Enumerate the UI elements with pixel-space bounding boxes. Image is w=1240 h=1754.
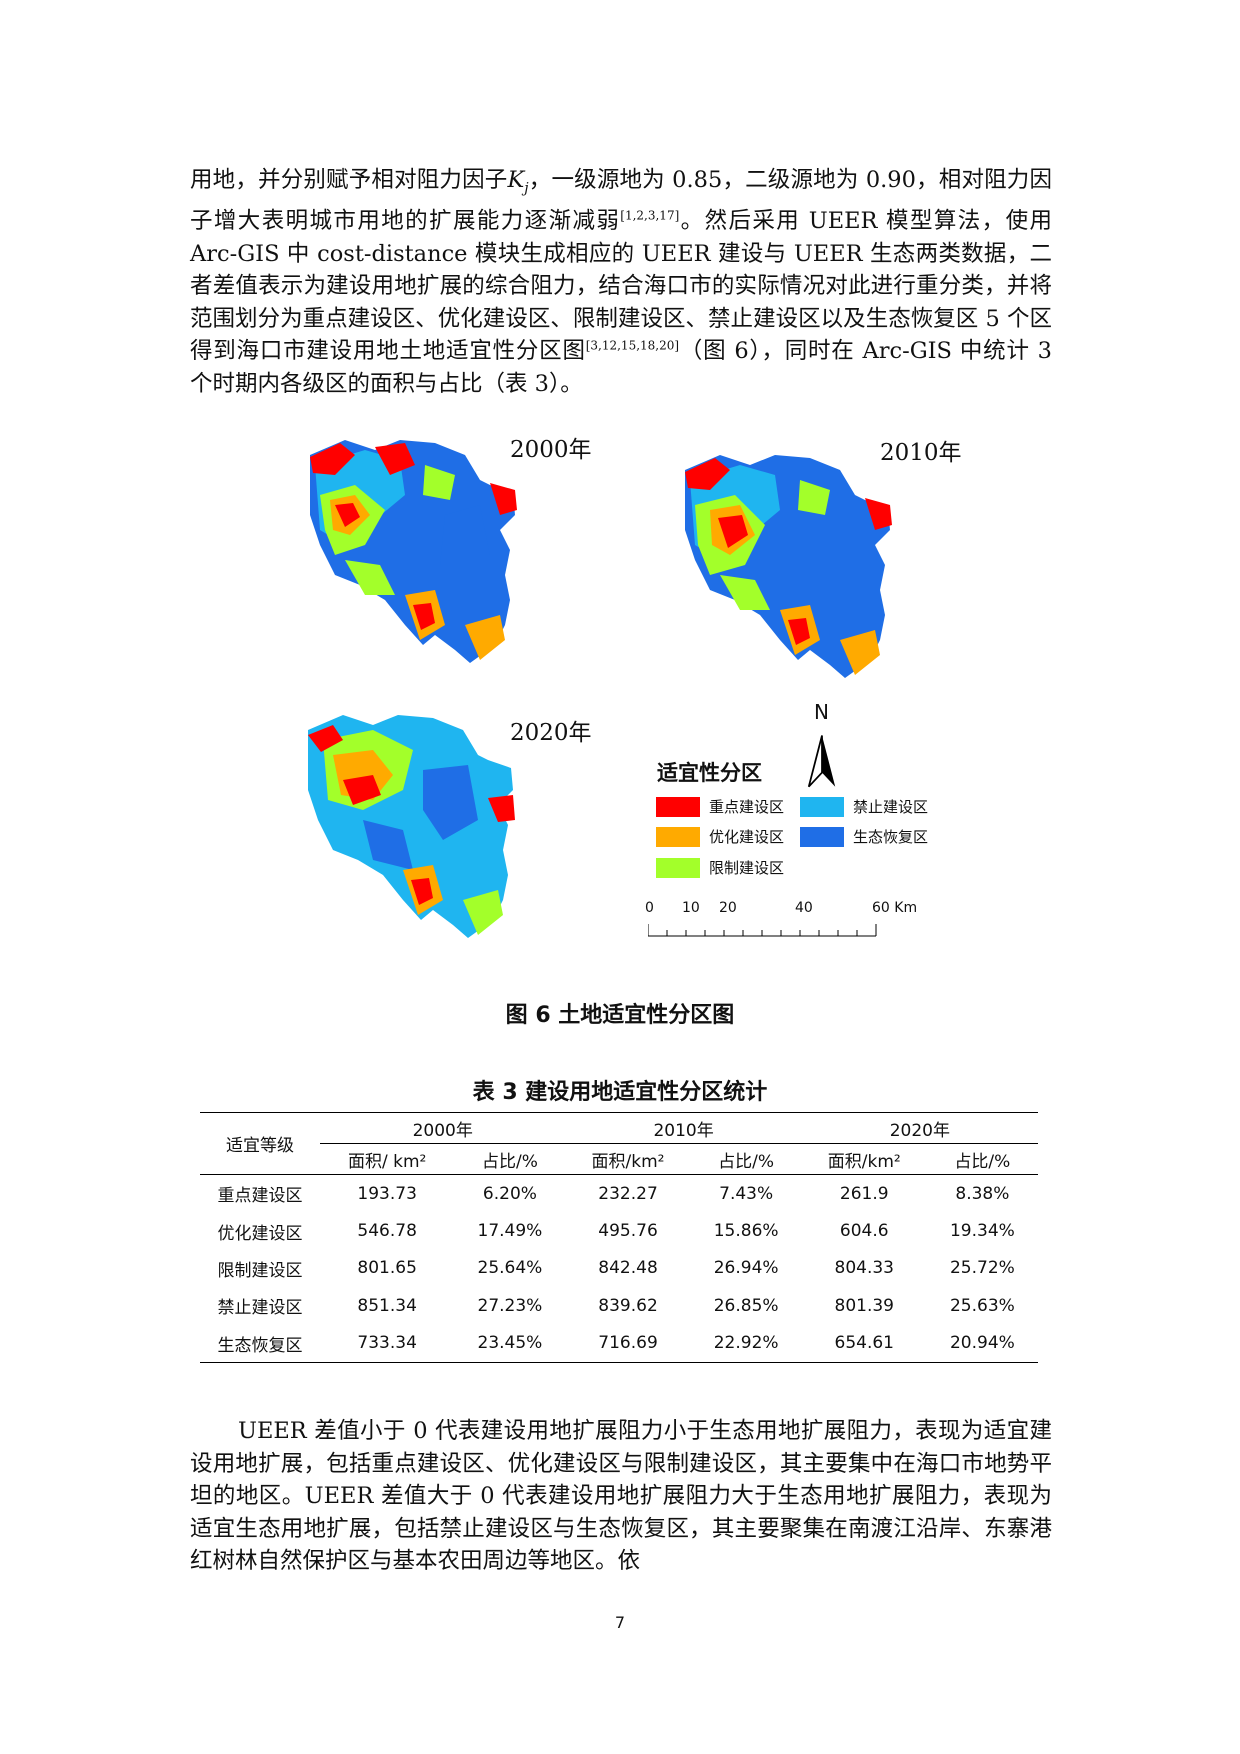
scale-tick-label: 60 Km (872, 900, 918, 916)
column-header: 面积/km² (565, 1143, 691, 1175)
zone-name: 优化建设区 (217, 1223, 303, 1244)
table-row: 优化建设区 546.78 17.49% 495.76 15.86% 604.6 … (200, 1212, 1038, 1249)
year-header-2020: 2020年 (801, 1112, 1038, 1144)
legend-label: 生态恢复区 (853, 828, 929, 846)
zone-name: 限制建设区 (217, 1260, 303, 1281)
table-cell: 26.85% (713, 1295, 779, 1316)
scale-tick-label: 10 (682, 900, 700, 916)
legend-label: 禁止建设区 (853, 798, 929, 816)
table-cell: 6.20% (482, 1183, 537, 1204)
zone-name: 重点建设区 (217, 1186, 303, 1207)
map-label-2010: 2010年 (880, 440, 962, 466)
table-caption: 表 3 建设用地适宜性分区统计 (472, 1080, 768, 1105)
k-subscript: j (524, 180, 529, 197)
scale-bar-ticks (648, 924, 877, 937)
table-cell: 22.92% (690, 1324, 802, 1363)
table-row: 禁止建设区 851.34 27.23% 839.62 26.85% 801.39… (200, 1287, 1038, 1324)
table-cell: 733.34 (320, 1324, 455, 1363)
table-cell: 716.69 (565, 1324, 691, 1363)
table-cell: 23.45% (454, 1324, 566, 1363)
column-header: 占比/% (690, 1143, 802, 1175)
table-row-header: 适宜等级 (200, 1112, 320, 1175)
table-row: 生态恢复区 733.34 23.45% 716.69 22.92% 654.61… (200, 1324, 1038, 1363)
citation-2: [3,12,15,18,20] (585, 338, 680, 353)
table-cell: 842.48 (598, 1258, 658, 1279)
column-header: 面积/km² (801, 1143, 927, 1175)
zone-name: 生态恢复区 (200, 1324, 320, 1363)
scale-bar: 0 10 20 40 60 Km (640, 900, 940, 945)
legend-title: 适宜性分区 (657, 761, 762, 785)
table-cell: 851.34 (357, 1295, 417, 1316)
paragraph-1-part-2: ，一级源地为 0.85，二级源地为 0.90，相对阻力因子增大表明城市用地的扩展… (190, 167, 1052, 235)
k-symbol: K (507, 167, 525, 193)
legend-item-prohibited-construction: 禁止建设区 (800, 796, 928, 817)
paragraph-1-part-1: 用地，并分别赋予相对阻力因子 (190, 167, 508, 193)
table-cell: 546.78 (357, 1221, 417, 1242)
table-cell: 25.72% (949, 1258, 1015, 1279)
table-row: 限制建设区 801.65 25.64% 842.48 26.94% 804.33… (200, 1250, 1038, 1287)
table-cell: 25.63% (949, 1295, 1015, 1316)
scale-tick-label: 40 (795, 900, 813, 916)
north-arrow-icon (807, 735, 836, 788)
north-label: N (814, 700, 829, 724)
table-row: 重点建设区 193.73 6.20% 232.27 7.43% 261.9 8.… (200, 1175, 1038, 1213)
paragraph-1-part-3: 。然后采用 UEER 模型算法，使用 Arc-GIS 中 cost-distan… (190, 208, 1052, 365)
column-header: 面积/ km² (320, 1143, 455, 1175)
legend-item-optimized-construction: 优化建设区 (656, 826, 784, 847)
map-2020 (308, 715, 515, 938)
map-2010 (685, 455, 892, 678)
scale-tick-label: 0 (645, 900, 654, 916)
table-cell: 495.76 (598, 1221, 658, 1242)
legend-label: 限制建设区 (709, 859, 785, 877)
table-cell: 261.9 (839, 1183, 889, 1204)
table-cell: 193.73 (357, 1183, 417, 1204)
table-cell: 804.33 (834, 1258, 894, 1279)
table-cell: 17.49% (477, 1221, 543, 1242)
year-header-2000: 2000年 (320, 1112, 566, 1144)
table-cell: 839.62 (598, 1295, 658, 1316)
table-cell: 20.94% (926, 1324, 1038, 1363)
table-cell: 7.43% (719, 1183, 774, 1204)
table-cell: 19.34% (949, 1221, 1015, 1242)
column-header: 占比/% (926, 1143, 1038, 1175)
table-cell: 26.94% (713, 1258, 779, 1279)
legend-item-ecological-restoration: 生态恢复区 (800, 826, 928, 847)
paragraph-1-part-4: （图 6），同时在 Arc-GIS 中统计 3 个时期内各级区的面积与占比（表 … (190, 338, 1052, 398)
map-label-2000: 2000年 (510, 437, 592, 463)
citation-1: [1,2,3,17] (620, 208, 680, 223)
page-number: 7 (614, 1613, 626, 1632)
suitability-table: 适宜等级 2000年 2010年 2020年 面积/ km² 占比/% 面积/k… (200, 1112, 1038, 1363)
year-header-2010: 2010年 (565, 1112, 802, 1144)
table-cell: 15.86% (713, 1221, 779, 1242)
table-cell: 801.39 (834, 1295, 894, 1316)
body-paragraph-1: 用地，并分别赋予相对阻力因子Kj，一级源地为 0.85，二级源地为 0.90，相… (190, 164, 1052, 401)
scale-tick-label: 20 (719, 900, 737, 916)
table-cell: 8.38% (955, 1183, 1010, 1204)
table-cell: 27.23% (477, 1295, 543, 1316)
legend-item-restricted-construction: 限制建设区 (656, 857, 784, 878)
body-paragraph-2: UEER 差值小于 0 代表建设用地扩展阻力小于生态用地扩展阻力，表现为适宜建设… (190, 1418, 1052, 1575)
legend-label: 重点建设区 (709, 798, 785, 816)
table-cell: 25.64% (477, 1258, 543, 1279)
table-cell: 232.27 (598, 1183, 658, 1204)
legend-label: 优化建设区 (709, 828, 785, 846)
legend-item-key-construction: 重点建设区 (656, 796, 784, 817)
map-label-2020: 2020年 (510, 720, 592, 746)
map-2000 (310, 440, 517, 663)
zone-name: 禁止建设区 (217, 1298, 303, 1319)
column-header: 占比/% (454, 1143, 566, 1175)
figure-caption: 图 6 土地适宜性分区图 (505, 1003, 735, 1028)
table-cell: 604.6 (839, 1221, 889, 1242)
table-cell: 801.65 (357, 1258, 417, 1279)
table-cell: 654.61 (801, 1324, 927, 1363)
